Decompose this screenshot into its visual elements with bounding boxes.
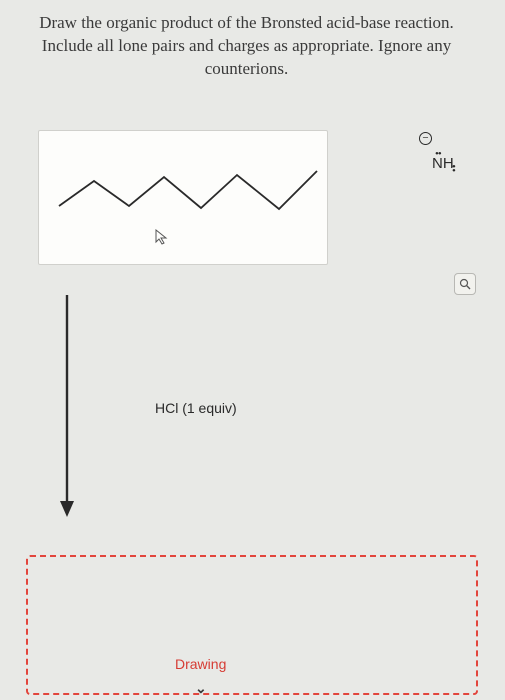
arrow-svg — [57, 295, 77, 520]
negative-charge-icon: − — [419, 132, 432, 145]
question-line1: Draw the organic product of the Bronsted… — [39, 13, 454, 32]
question-line3: counterions. — [205, 59, 289, 78]
magnify-icon — [459, 278, 471, 290]
lone-pair-right: • • — [452, 165, 456, 173]
charge-glyph: − — [422, 133, 428, 144]
cursor-icon — [155, 229, 169, 250]
reaction-arrow — [65, 295, 69, 515]
question-prompt: Draw the organic product of the Bronsted… — [0, 0, 505, 89]
carbon-chain — [59, 171, 317, 209]
question-line2: Include all lone pairs and charges as ap… — [42, 36, 451, 55]
answer-drop-zone[interactable] — [26, 555, 478, 695]
structure-canvas — [39, 131, 327, 264]
zoom-button[interactable] — [454, 273, 476, 295]
nh-label: NH — [432, 155, 454, 172]
chevron-down-icon[interactable]: ⌄ — [195, 681, 207, 698]
structure-box[interactable] — [38, 130, 328, 265]
drawing-label[interactable]: Drawing — [175, 656, 226, 672]
molecule-zigzag — [39, 131, 329, 266]
cursor-svg — [155, 229, 169, 245]
reagent-label: HCl (1 equiv) — [155, 400, 237, 416]
